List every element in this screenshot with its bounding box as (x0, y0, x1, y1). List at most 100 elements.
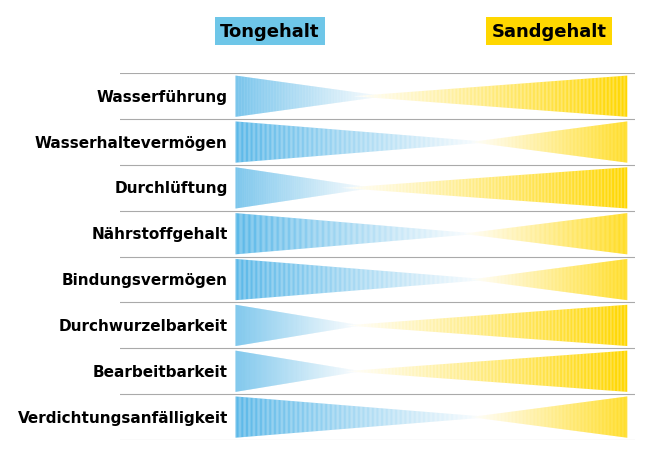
Polygon shape (391, 185, 393, 192)
Polygon shape (453, 414, 454, 420)
Polygon shape (267, 216, 268, 252)
Polygon shape (536, 134, 537, 152)
Polygon shape (493, 277, 494, 283)
Polygon shape (486, 141, 487, 145)
Polygon shape (438, 413, 439, 421)
Polygon shape (438, 276, 439, 284)
Polygon shape (357, 224, 358, 244)
Polygon shape (441, 90, 442, 104)
Polygon shape (242, 260, 243, 300)
Polygon shape (352, 92, 353, 101)
Polygon shape (349, 185, 350, 192)
Polygon shape (533, 409, 534, 425)
Polygon shape (254, 398, 255, 436)
Polygon shape (496, 414, 497, 420)
Polygon shape (489, 415, 490, 420)
Polygon shape (413, 136, 414, 149)
Polygon shape (375, 226, 376, 243)
Polygon shape (405, 273, 406, 287)
Polygon shape (521, 84, 522, 110)
Polygon shape (317, 180, 318, 197)
Polygon shape (596, 400, 597, 434)
Polygon shape (369, 407, 370, 427)
Polygon shape (545, 133, 546, 152)
Polygon shape (485, 415, 486, 419)
Polygon shape (327, 182, 328, 195)
Polygon shape (582, 265, 584, 295)
Polygon shape (585, 219, 586, 250)
Polygon shape (263, 399, 265, 435)
Polygon shape (327, 221, 328, 247)
Polygon shape (384, 95, 385, 99)
Polygon shape (398, 184, 400, 192)
Text: Wasserhaltevermögen: Wasserhaltevermögen (35, 135, 227, 150)
Polygon shape (510, 228, 512, 240)
Polygon shape (517, 313, 519, 339)
Polygon shape (299, 264, 300, 295)
Polygon shape (599, 353, 601, 390)
Polygon shape (475, 416, 476, 419)
Polygon shape (403, 184, 404, 193)
Polygon shape (518, 273, 519, 286)
Polygon shape (419, 366, 420, 377)
Polygon shape (330, 222, 332, 247)
Polygon shape (485, 279, 486, 280)
Polygon shape (420, 274, 421, 286)
Polygon shape (355, 186, 356, 191)
Polygon shape (554, 131, 555, 154)
Polygon shape (265, 262, 266, 298)
Polygon shape (481, 232, 482, 237)
Polygon shape (616, 77, 617, 117)
Polygon shape (528, 410, 529, 425)
Text: Durchlüftung: Durchlüftung (114, 181, 228, 196)
Polygon shape (465, 363, 467, 380)
Polygon shape (380, 186, 382, 192)
Polygon shape (571, 267, 573, 293)
Polygon shape (337, 268, 339, 292)
Polygon shape (439, 231, 441, 238)
Polygon shape (313, 87, 314, 107)
Polygon shape (592, 79, 593, 115)
Polygon shape (619, 77, 620, 117)
Polygon shape (395, 227, 396, 241)
Polygon shape (321, 88, 322, 106)
Polygon shape (462, 89, 463, 105)
Polygon shape (439, 364, 441, 379)
Polygon shape (590, 218, 591, 250)
Polygon shape (395, 368, 396, 375)
Polygon shape (593, 170, 594, 207)
Polygon shape (256, 171, 257, 206)
Polygon shape (256, 261, 257, 299)
Polygon shape (518, 411, 519, 424)
Polygon shape (300, 177, 301, 199)
Polygon shape (387, 409, 388, 425)
Polygon shape (446, 414, 447, 421)
Polygon shape (564, 355, 566, 388)
Polygon shape (377, 408, 378, 426)
Polygon shape (510, 412, 512, 423)
Polygon shape (609, 352, 610, 391)
Polygon shape (569, 355, 571, 388)
Polygon shape (330, 267, 331, 293)
Polygon shape (441, 413, 442, 421)
Polygon shape (244, 397, 246, 437)
Text: Wasserführung: Wasserführung (97, 90, 227, 105)
Polygon shape (541, 271, 542, 289)
Polygon shape (554, 310, 555, 341)
Polygon shape (238, 397, 239, 438)
Polygon shape (549, 223, 550, 245)
Polygon shape (447, 232, 448, 237)
Polygon shape (436, 91, 437, 103)
Polygon shape (531, 135, 532, 151)
Polygon shape (321, 266, 322, 293)
Polygon shape (600, 217, 601, 252)
Polygon shape (498, 139, 499, 147)
Polygon shape (615, 77, 616, 117)
Polygon shape (606, 307, 608, 345)
Polygon shape (458, 278, 460, 283)
Polygon shape (562, 355, 564, 387)
Polygon shape (454, 232, 456, 236)
Polygon shape (415, 136, 417, 149)
Polygon shape (315, 87, 316, 106)
Polygon shape (548, 132, 549, 153)
